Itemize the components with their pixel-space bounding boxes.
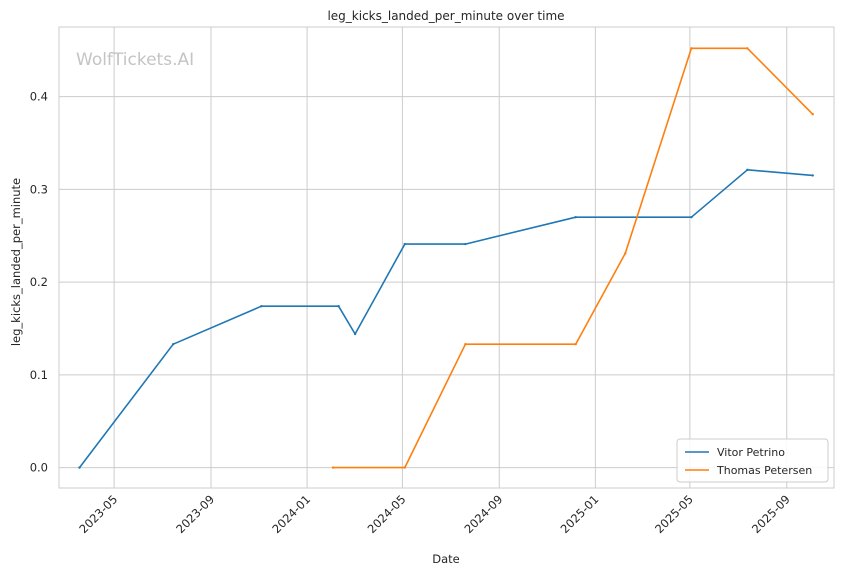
series-line-2 <box>332 47 814 469</box>
data-point <box>403 466 406 469</box>
x-tick-label: 2025-09 <box>749 492 793 536</box>
x-tick-label: 2023-05 <box>76 492 120 536</box>
legend: Vitor Petrino Thomas Petersen <box>676 438 829 483</box>
y-axis-ticks: 0.0 0.1 0.2 0.3 0.4 <box>30 90 48 475</box>
data-point <box>746 168 749 172</box>
data-point <box>331 466 335 469</box>
x-tick-label: 2024-01 <box>269 492 313 536</box>
data-point <box>260 304 263 308</box>
legend-label: Vitor Petrino <box>717 446 785 459</box>
data-point <box>78 466 81 469</box>
series-line-1 <box>78 169 814 469</box>
data-point <box>353 332 357 336</box>
x-tick-label: 2023-09 <box>173 492 217 536</box>
x-axis-ticks: 2023-05 2023-09 2024-01 2024-05 2024-09 2025-… <box>76 492 792 536</box>
data-point <box>464 343 467 346</box>
data-point <box>746 47 749 50</box>
y-axis-title: leg_kicks_landed_per_minute <box>9 178 23 346</box>
data-point <box>172 343 175 346</box>
data-point <box>811 174 814 177</box>
y-tick-label: 0.0 <box>30 461 48 475</box>
series-layer <box>78 47 814 469</box>
x-tick-label: 2025-05 <box>652 492 696 536</box>
chart-title: leg_kicks_landed_per_minute over time <box>327 9 564 23</box>
data-point <box>624 252 627 255</box>
data-point <box>690 215 693 219</box>
x-tick-label: 2024-05 <box>365 492 409 536</box>
data-point <box>690 47 693 50</box>
data-point <box>403 242 406 246</box>
data-point <box>574 215 577 219</box>
x-tick-label: 2025-01 <box>558 492 602 536</box>
data-point <box>337 304 340 308</box>
grid <box>59 27 834 488</box>
plot-area-frame <box>58 26 835 489</box>
y-tick-label: 0.1 <box>30 368 48 382</box>
y-tick-label: 0.3 <box>30 182 48 196</box>
x-tick-label: 2024-09 <box>462 492 506 536</box>
data-point <box>811 112 814 116</box>
watermark: WolfTickets.AI <box>76 50 194 70</box>
y-tick-label: 0.2 <box>30 275 48 289</box>
data-point <box>464 242 467 246</box>
data-point <box>574 343 577 346</box>
x-axis-title: Date <box>432 552 460 566</box>
y-tick-label: 0.4 <box>30 90 48 104</box>
legend-box <box>676 438 829 483</box>
legend-label: Thomas Petersen <box>716 464 812 477</box>
